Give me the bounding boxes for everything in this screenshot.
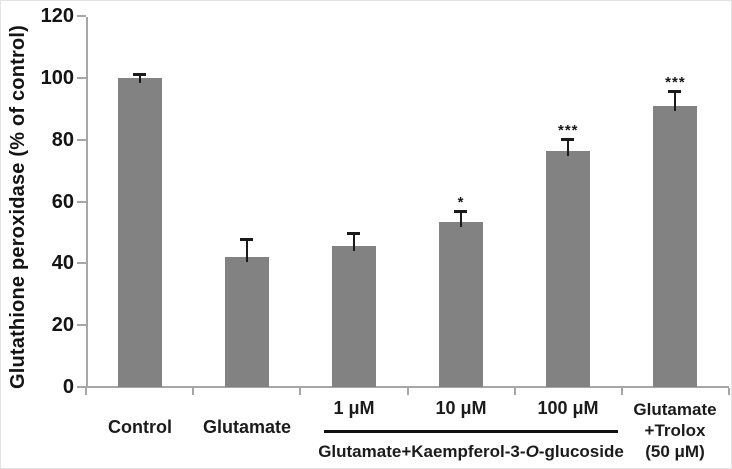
y-tick-label: 100 <box>40 66 74 89</box>
x-tick <box>406 388 409 395</box>
error-bar-cap <box>454 210 468 214</box>
error-bar-cap <box>132 72 146 76</box>
x-label-1um: 1 μM <box>333 398 375 418</box>
bar <box>224 257 269 387</box>
y-axis-line <box>86 17 88 388</box>
plot-area: 0 20 40 60 80 100 120 * *** *** <box>41 6 730 397</box>
x-label-trolox: Glutamate +Trolox (50 μM) <box>603 399 732 462</box>
x-tick <box>299 388 302 395</box>
y-tick <box>77 76 86 79</box>
bar <box>546 150 591 387</box>
x-axis-line <box>86 386 729 388</box>
group-label-pre: Glutamate+Kaempferol-3- <box>318 442 526 461</box>
error-bar-whisker <box>245 240 248 263</box>
significance-label: * <box>457 194 465 212</box>
y-tick-label: 120 <box>40 5 74 27</box>
y-tick-label: 40 <box>51 252 74 275</box>
x-tick <box>85 388 87 395</box>
error-bar-whisker <box>138 74 141 83</box>
error-bar-whisker <box>352 233 355 252</box>
error-bar-whisker <box>674 91 677 111</box>
bar <box>331 246 376 387</box>
x-label-100um: 100 μM <box>537 398 599 418</box>
x-tick <box>728 388 730 395</box>
x-label-trolox-line2: +Trolox <box>644 421 706 440</box>
x-label-10um: 10 μM <box>435 398 487 418</box>
y-tick <box>77 138 86 141</box>
y-tick <box>77 15 86 17</box>
y-tick <box>77 200 86 203</box>
bar <box>439 221 484 387</box>
error-bar-whisker <box>567 139 570 156</box>
x-label-trolox-line1: Glutamate <box>633 400 717 419</box>
significance-label: *** <box>665 73 686 91</box>
y-tick <box>77 324 86 327</box>
x-tick <box>620 388 623 395</box>
x-label-trolox-line3: (50 μM) <box>645 442 705 461</box>
x-label-control: Control <box>108 417 172 437</box>
group-label-post: -glucoside <box>538 442 624 461</box>
group-bracket-line <box>324 430 618 433</box>
group-label: Glutamate+Kaempferol-3-O-glucoside <box>301 442 641 461</box>
x-tick <box>513 388 516 395</box>
error-bar-cap <box>561 137 575 141</box>
y-tick-label: 20 <box>51 314 74 337</box>
group-label-italic-o: O <box>525 442 539 461</box>
error-bar-cap <box>668 89 682 93</box>
error-bar-whisker <box>460 212 463 227</box>
x-label-glutamate: Glutamate <box>202 417 292 437</box>
bar <box>653 105 698 387</box>
y-tick <box>77 262 86 265</box>
y-tick-label: 80 <box>51 128 74 151</box>
bar <box>117 77 162 387</box>
y-tick-label: 0 <box>62 376 74 398</box>
x-tick <box>192 388 195 395</box>
y-tick-label: 60 <box>51 190 74 213</box>
error-bar-cap <box>239 238 253 242</box>
error-bar-cap <box>346 231 360 235</box>
significance-label: *** <box>557 121 579 139</box>
y-tick <box>77 386 86 388</box>
